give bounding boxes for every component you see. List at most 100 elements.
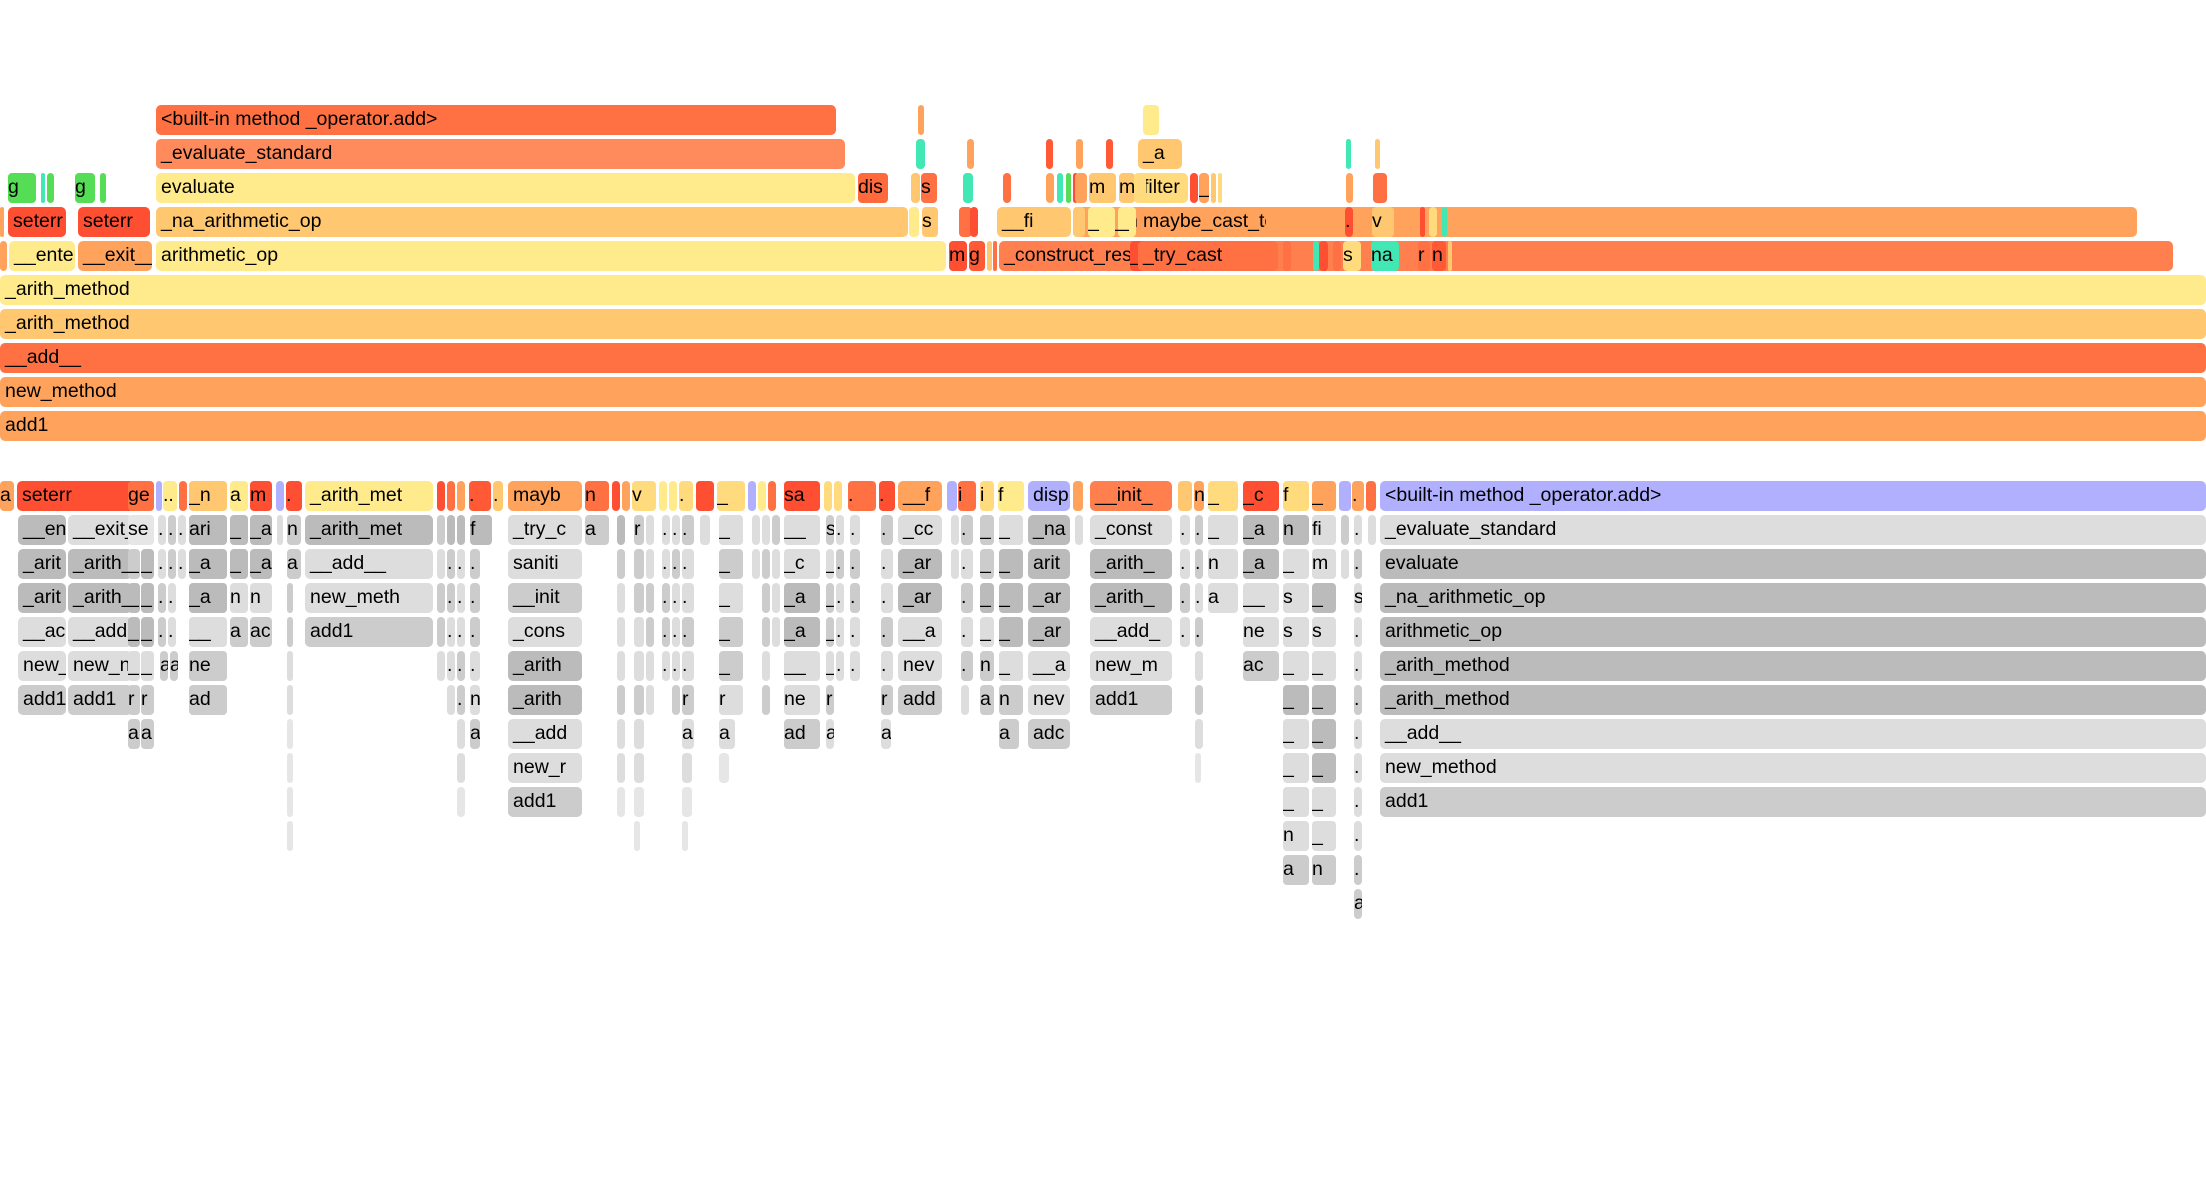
flame-frame[interactable]: _arith_method bbox=[1380, 685, 2206, 715]
flame-frame[interactable]: r bbox=[826, 685, 834, 715]
flame-frame[interactable] bbox=[963, 173, 973, 203]
flame-frame[interactable] bbox=[646, 583, 654, 613]
flame-frame[interactable] bbox=[1341, 515, 1349, 545]
flame-frame[interactable]: new_n bbox=[68, 651, 132, 681]
flame-frame[interactable]: _try_cast bbox=[1138, 241, 1278, 271]
flame-frame[interactable] bbox=[762, 685, 770, 715]
flame-frame[interactable] bbox=[669, 481, 677, 511]
flame-frame[interactable]: . bbox=[662, 515, 670, 545]
flame-frame[interactable]: _ bbox=[826, 549, 834, 579]
flame-frame[interactable]: a bbox=[719, 719, 735, 749]
flame-frame[interactable]: . bbox=[1354, 753, 1362, 783]
flame-frame[interactable]: add1 bbox=[1090, 685, 1172, 715]
flame-frame[interactable]: adc bbox=[1028, 719, 1070, 749]
flame-frame[interactable] bbox=[457, 787, 465, 817]
flame-frame[interactable]: . bbox=[836, 549, 844, 579]
flame-frame[interactable]: a bbox=[682, 719, 694, 749]
flame-frame[interactable] bbox=[682, 787, 692, 817]
flame-frame[interactable]: _ bbox=[128, 549, 140, 579]
flame-frame[interactable] bbox=[762, 651, 770, 681]
flame-frame[interactable] bbox=[1075, 515, 1083, 545]
flame-frame[interactable]: _a bbox=[1243, 549, 1279, 579]
flame-frame[interactable]: _arith_met bbox=[305, 481, 433, 511]
flame-frame[interactable]: f bbox=[470, 515, 492, 545]
flame-frame[interactable] bbox=[41, 173, 45, 203]
flame-frame[interactable]: n bbox=[250, 583, 272, 613]
flame-frame[interactable]: . bbox=[836, 617, 844, 647]
flame-frame[interactable] bbox=[1134, 173, 1146, 203]
flame-frame[interactable] bbox=[617, 617, 625, 647]
flame-frame[interactable] bbox=[1143, 105, 1159, 135]
flame-frame[interactable] bbox=[617, 719, 625, 749]
flame-frame[interactable] bbox=[772, 549, 780, 579]
flame-frame[interactable]: . bbox=[836, 515, 844, 545]
flame-frame[interactable] bbox=[951, 549, 959, 579]
flame-frame[interactable] bbox=[457, 515, 465, 545]
flame-frame[interactable]: maybe_cast_to bbox=[1138, 207, 1266, 237]
flame-frame[interactable]: _ bbox=[999, 515, 1023, 545]
flame-frame[interactable]: s bbox=[922, 207, 938, 237]
flame-frame[interactable]: _a bbox=[1243, 515, 1279, 545]
flame-frame[interactable]: . bbox=[168, 617, 176, 647]
flame-frame[interactable] bbox=[1448, 241, 1452, 271]
flame-frame[interactable]: . bbox=[1195, 583, 1203, 613]
flame-frame[interactable] bbox=[762, 549, 770, 579]
flame-frame[interactable]: add1 bbox=[68, 685, 132, 715]
flame-frame[interactable]: . bbox=[1354, 549, 1362, 579]
flame-frame[interactable]: new_meth bbox=[305, 583, 433, 613]
flame-frame[interactable] bbox=[634, 617, 644, 647]
flame-frame[interactable]: evaluate bbox=[1380, 549, 2206, 579]
flame-frame[interactable] bbox=[612, 481, 620, 511]
flame-frame[interactable]: n bbox=[470, 685, 480, 715]
flame-frame[interactable]: __init__ bbox=[1096, 207, 2137, 237]
flame-frame[interactable] bbox=[1057, 173, 1063, 203]
flame-frame[interactable]: . bbox=[1180, 549, 1190, 579]
flame-frame[interactable]: add1 bbox=[1380, 787, 2206, 817]
flame-frame[interactable]: __ bbox=[1243, 583, 1279, 613]
flame-frame[interactable]: _ bbox=[719, 617, 743, 647]
flame-frame[interactable]: _ bbox=[1312, 685, 1336, 715]
flame-frame[interactable]: seterr bbox=[17, 481, 135, 511]
flame-frame[interactable]: _na_arithmetic_op bbox=[156, 207, 908, 237]
flame-frame[interactable]: ad bbox=[189, 685, 227, 715]
flame-frame[interactable] bbox=[287, 583, 293, 613]
flame-frame[interactable] bbox=[1333, 241, 1341, 271]
flame-frame[interactable]: . bbox=[881, 617, 893, 647]
flame-frame[interactable] bbox=[179, 481, 187, 511]
flame-frame[interactable]: disp bbox=[1028, 481, 1070, 511]
flame-frame[interactable] bbox=[622, 481, 630, 511]
flame-frame[interactable] bbox=[762, 617, 770, 647]
flame-frame[interactable] bbox=[1106, 139, 1113, 169]
flame-frame[interactable]: r bbox=[881, 685, 893, 715]
flame-frame[interactable] bbox=[696, 481, 714, 511]
flame-frame[interactable] bbox=[437, 651, 445, 681]
flame-frame[interactable] bbox=[1046, 139, 1053, 169]
flame-frame[interactable]: _a bbox=[189, 549, 227, 579]
flame-frame[interactable]: _c bbox=[1243, 481, 1279, 511]
flame-frame[interactable]: ne bbox=[1243, 617, 1279, 647]
flame-frame[interactable] bbox=[1195, 685, 1203, 715]
flame-frame[interactable] bbox=[1368, 515, 1376, 545]
flame-frame[interactable]: . bbox=[881, 515, 893, 545]
flame-frame[interactable] bbox=[1195, 651, 1203, 681]
flame-frame[interactable]: . bbox=[662, 651, 670, 681]
flame-frame[interactable] bbox=[646, 515, 654, 545]
flame-frame[interactable]: . bbox=[1354, 685, 1362, 715]
flame-frame[interactable] bbox=[1319, 241, 1328, 271]
flame-frame[interactable]: _a bbox=[189, 583, 227, 613]
flame-frame[interactable]: ari bbox=[189, 515, 227, 545]
flame-frame[interactable]: __a bbox=[898, 617, 942, 647]
flame-frame[interactable]: _a bbox=[250, 515, 272, 545]
flame-frame[interactable]: n bbox=[999, 685, 1023, 715]
flame-frame[interactable] bbox=[634, 549, 644, 579]
flame-frame[interactable]: r bbox=[682, 685, 694, 715]
flame-frame[interactable] bbox=[748, 481, 756, 511]
flame-frame[interactable]: s bbox=[1354, 583, 1362, 613]
flame-frame[interactable] bbox=[909, 207, 919, 237]
flame-frame[interactable] bbox=[617, 753, 625, 783]
flame-frame[interactable]: nev bbox=[1028, 685, 1070, 715]
flame-frame[interactable]: n bbox=[1283, 515, 1309, 545]
flame-frame[interactable]: __add bbox=[508, 719, 582, 749]
flame-frame[interactable]: _ bbox=[999, 549, 1023, 579]
flame-frame[interactable]: _ bbox=[717, 481, 745, 511]
